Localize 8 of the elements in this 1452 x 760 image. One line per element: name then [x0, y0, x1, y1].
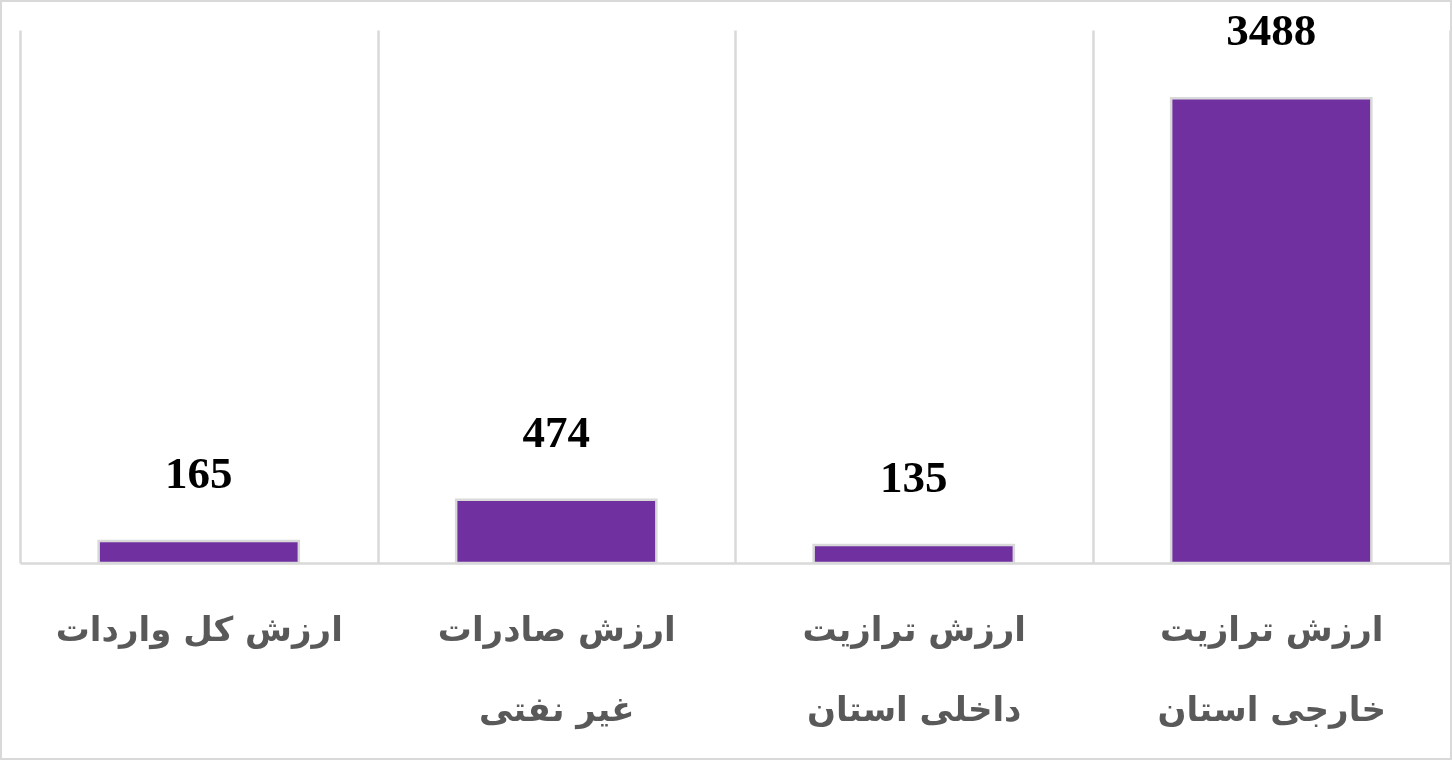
x-tick-label: ارزش ترازیت داخلی استان [802, 608, 1026, 729]
data-label: 474 [522, 406, 590, 457]
x-tick-label: ارزش صادرات غیر نفتی [437, 608, 676, 730]
x-tick-label: ارزش ترازیت خارجی استان [1157, 608, 1386, 729]
data-label: 165 [165, 448, 233, 499]
data-label: 135 [880, 452, 948, 503]
data-label: 3488 [1226, 5, 1317, 56]
x-tick-label: ارزش کل واردات [55, 608, 343, 650]
